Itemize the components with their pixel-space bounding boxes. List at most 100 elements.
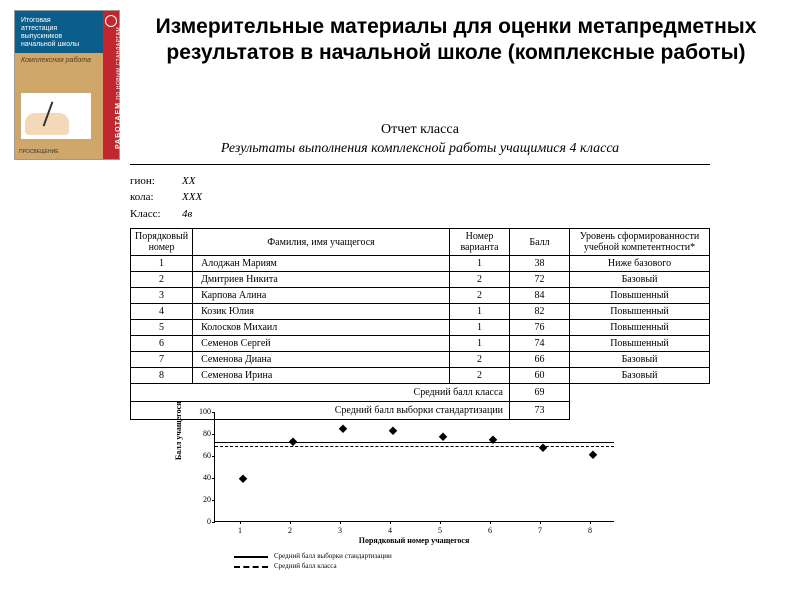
cell-variant: 2 <box>450 368 510 384</box>
xtick-mark <box>540 521 541 524</box>
cell-variant: 1 <box>450 320 510 336</box>
table-row: 2Дмитриев Никита272Базовый <box>131 272 710 288</box>
cell-level: Ниже базового <box>570 256 710 272</box>
book-spine: РАБОТАЕМ ПО НОВЫМ СТАНДАРТАМ <box>103 11 119 159</box>
meta-value: XXX <box>182 189 202 206</box>
cell-score: 38 <box>510 256 570 272</box>
legend-label: Средний балл выборки стандартизации <box>274 552 392 562</box>
data-point <box>239 475 247 483</box>
report-meta: гион:XX кола:XXX Класс:4в <box>130 173 710 223</box>
report-title: Отчет класса <box>130 122 710 138</box>
xtick-mark <box>290 521 291 524</box>
book-line: выпускников <box>21 33 113 41</box>
cell-score: 84 <box>510 288 570 304</box>
book-line: аттестация <box>21 25 113 33</box>
table-row: 5Колосков Михаил176Повышенный <box>131 320 710 336</box>
xtick-mark <box>390 521 391 524</box>
cell-number: 7 <box>131 352 193 368</box>
legend-solid-line-icon <box>234 556 268 558</box>
cell-name: Карпова Алина <box>193 288 450 304</box>
report-block: Отчет класса Результаты выполнения компл… <box>130 122 710 420</box>
chart-ylabel: Балл учащегося <box>174 402 183 460</box>
th-score: Балл <box>510 229 570 256</box>
meta-label: гион: <box>130 173 182 190</box>
cell-name: Козик Юлия <box>193 304 450 320</box>
cell-variant: 2 <box>450 352 510 368</box>
table-row: 3Карпова Алина284Повышенный <box>131 288 710 304</box>
cell-number: 2 <box>131 272 193 288</box>
chart-xlabel: Порядковый номер учащегося <box>214 536 614 545</box>
xtick-mark <box>490 521 491 524</box>
divider <box>130 164 710 165</box>
cell-variant: 2 <box>450 272 510 288</box>
th-variant: Номер варианта <box>450 229 510 256</box>
legend-row: Средний балл выборки стандартизации <box>234 552 392 562</box>
ytick-label: 100 <box>191 407 211 416</box>
table-row: 4Козик Юлия182Повышенный <box>131 304 710 320</box>
book-cover: Итоговая аттестация выпускников начально… <box>14 10 120 160</box>
cell-number: 5 <box>131 320 193 336</box>
cell-number: 1 <box>131 256 193 272</box>
cell-score: 82 <box>510 304 570 320</box>
th-name: Фамилия, имя учащегося <box>193 229 450 256</box>
xtick-label: 8 <box>588 526 592 535</box>
xtick-label: 6 <box>488 526 492 535</box>
xtick-label: 3 <box>338 526 342 535</box>
chart-legend: Средний балл выборки стандартизации Сред… <box>234 552 392 572</box>
cell-variant: 1 <box>450 256 510 272</box>
ytick-label: 60 <box>191 451 211 460</box>
ytick-mark <box>212 522 215 523</box>
cell-level: Повышенный <box>570 336 710 352</box>
ytick-mark <box>212 478 215 479</box>
ytick-mark <box>212 412 215 413</box>
cell-level: Базовый <box>570 352 710 368</box>
cell-name: Колосков Михаил <box>193 320 450 336</box>
cell-level: Повышенный <box>570 304 710 320</box>
scatter-chart: Балл учащегося 02040608010012345678 Поря… <box>174 412 644 582</box>
cell-variant: 1 <box>450 336 510 352</box>
cell-name: Семенова Ирина <box>193 368 450 384</box>
xtick-label: 5 <box>438 526 442 535</box>
book-illustration <box>21 93 91 139</box>
chart-plot-area: 02040608010012345678 <box>214 412 614 522</box>
data-point <box>439 433 447 441</box>
book-publisher: ПРОСВЕЩЕНИЕ <box>19 149 59 155</box>
book-spine-text: РАБОТАЕМ ПО НОВЫМ СТАНДАРТАМ <box>115 27 122 149</box>
summary-blank <box>570 384 710 402</box>
ytick-label: 20 <box>191 495 211 504</box>
xtick-mark <box>240 521 241 524</box>
xtick-label: 4 <box>388 526 392 535</box>
cell-name: Семенова Диана <box>193 352 450 368</box>
cell-name: Алоджан Мариям <box>193 256 450 272</box>
ytick-mark <box>212 456 215 457</box>
table-row: 7Семенова Диана266Базовый <box>131 352 710 368</box>
cell-number: 6 <box>131 336 193 352</box>
xtick-label: 7 <box>538 526 542 535</box>
meta-label: Класс: <box>130 206 182 223</box>
data-point <box>389 426 397 434</box>
cell-level: Повышенный <box>570 288 710 304</box>
students-table: Порядковый номер Фамилия, имя учащегося … <box>130 228 710 384</box>
cell-level: Повышенный <box>570 320 710 336</box>
summary-label: Средний балл класса <box>131 384 510 402</box>
legend-row: Средний балл класса <box>234 562 392 572</box>
ytick-mark <box>212 500 215 501</box>
xtick-mark <box>590 521 591 524</box>
report-subtitle: Результаты выполнения комплексной работы… <box>130 140 710 158</box>
ytick-label: 0 <box>191 517 211 526</box>
cell-name: Семенов Сергей <box>193 336 450 352</box>
data-point <box>289 437 297 445</box>
xtick-label: 2 <box>288 526 292 535</box>
table-row: 1Алоджан Мариям138Ниже базового <box>131 256 710 272</box>
xtick-label: 1 <box>238 526 242 535</box>
meta-value: XX <box>182 173 195 190</box>
ytick-label: 80 <box>191 429 211 438</box>
th-number: Порядковый номер <box>131 229 193 256</box>
cell-number: 3 <box>131 288 193 304</box>
xtick-mark <box>440 521 441 524</box>
ytick-label: 40 <box>191 473 211 482</box>
cell-level: Базовый <box>570 272 710 288</box>
cell-number: 8 <box>131 368 193 384</box>
xtick-mark <box>340 521 341 524</box>
book-logo-icon <box>105 15 117 27</box>
